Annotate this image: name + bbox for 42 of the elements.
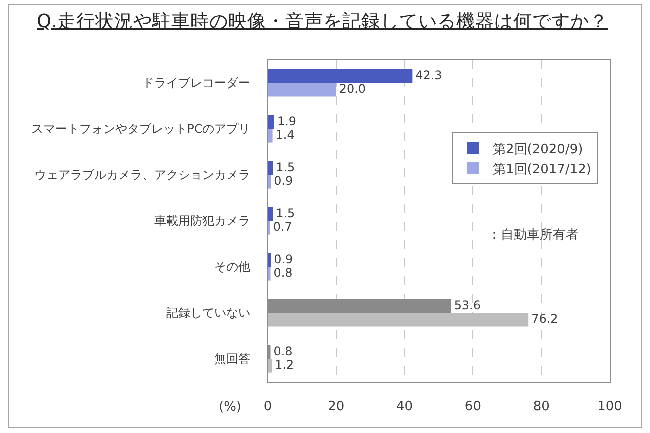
bar — [268, 83, 336, 97]
data-label: 0.8 — [274, 344, 293, 358]
y-tick-label: ドライブレコーダー — [142, 76, 251, 90]
data-label: 42.3 — [416, 68, 442, 82]
bar — [268, 267, 271, 281]
x-tick-label: 60 — [464, 400, 482, 415]
y-tick-label: 車載用防犯カメラ — [154, 214, 251, 228]
x-tick-label: 0 — [264, 400, 272, 415]
bar — [268, 69, 413, 83]
x-tick-label: 100 — [598, 400, 622, 415]
bar — [268, 253, 272, 267]
data-label: 1.9 — [278, 114, 297, 128]
legend-label: 第1回(2017/12) — [493, 162, 592, 178]
bar — [268, 129, 273, 143]
x-tick-label: 80 — [533, 400, 550, 415]
data-label: 0.8 — [274, 266, 293, 280]
y-tick-label: ウェアラブルカメラ、アクションカメラ — [34, 168, 251, 182]
x-axis-title: (%) — [219, 400, 242, 415]
data-label: 0.9 — [274, 174, 294, 188]
data-label: 1.4 — [276, 128, 295, 142]
annotation: ：自動車所有者 — [488, 228, 579, 243]
bar — [268, 161, 274, 175]
x-tick-label: 20 — [328, 400, 345, 415]
data-label: 76.2 — [532, 312, 558, 326]
y-tick-label: その他 — [214, 260, 251, 274]
legend-label: 第2回(2020/9) — [493, 142, 584, 158]
y-tick-label: 記録していない — [166, 306, 251, 320]
x-tick-label: 40 — [396, 400, 414, 415]
chart-title: Q.走行状況や駐車時の映像・音声を記録している機器は何ですか？ — [37, 10, 609, 32]
data-label: 0.9 — [274, 252, 294, 266]
bar — [268, 359, 272, 373]
data-label: 1.5 — [276, 206, 296, 220]
bar — [268, 115, 274, 129]
data-label: 1.5 — [276, 160, 296, 174]
y-tick-label: 無回答 — [214, 352, 251, 366]
bar — [268, 175, 272, 189]
data-label: 0.7 — [273, 220, 292, 234]
data-label: 1.2 — [275, 358, 294, 372]
data-label: 20.0 — [339, 82, 366, 96]
y-tick-label: スマートフォンやタブレットPCのアプリ — [31, 122, 251, 136]
bar — [268, 207, 274, 221]
data-label: 53.6 — [454, 298, 481, 312]
